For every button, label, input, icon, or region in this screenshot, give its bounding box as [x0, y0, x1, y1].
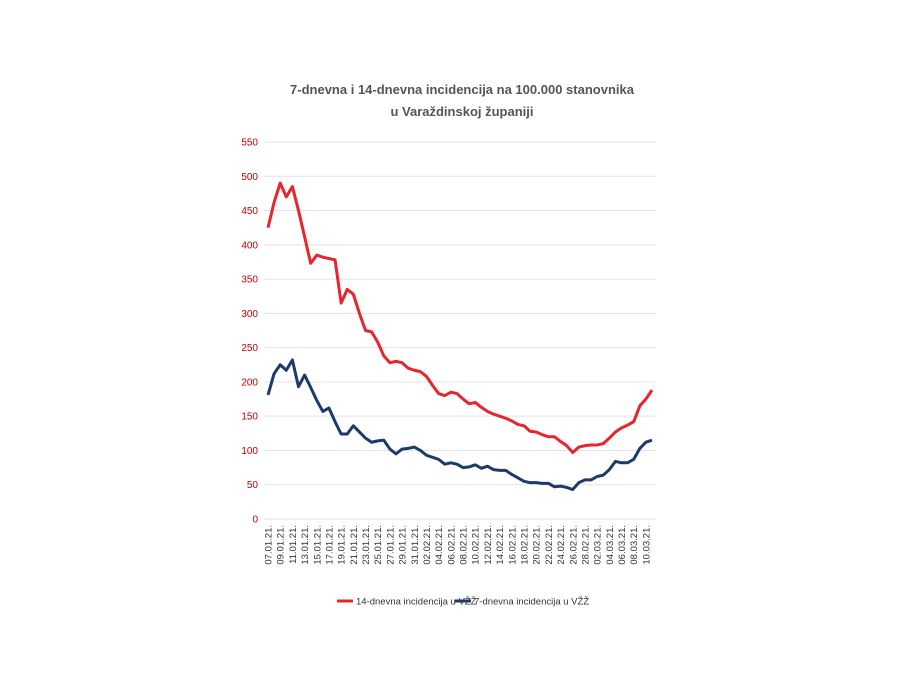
x-tick-label: 14.02.21.	[495, 525, 506, 565]
x-tick-label: 13.01.21.	[300, 525, 311, 565]
x-tick-label: 26.02.21.	[568, 525, 579, 565]
x-tick-label: 10.03.21.	[641, 525, 652, 565]
y-tick-label: 450	[241, 206, 258, 217]
y-tick-label: 500	[241, 172, 258, 183]
x-tick-label: 02.03.21.	[593, 525, 604, 565]
x-tick-label: 18.02.21.	[520, 525, 531, 565]
y-tick-label: 350	[241, 275, 258, 286]
x-tick-label: 24.02.21.	[556, 525, 567, 565]
x-tick-label: 28.02.21.	[580, 525, 591, 565]
x-tick-label: 06.03.21.	[617, 525, 628, 565]
x-tick-label: 08.02.21.	[459, 525, 470, 565]
x-tick-label: 31.01.21.	[410, 525, 421, 565]
series-line	[266, 181, 654, 455]
x-tick-label: 29.01.21.	[398, 525, 409, 565]
x-tick-label: 04.02.21.	[434, 525, 445, 565]
chart-title: u Varaždinskoj županiji	[390, 104, 533, 119]
x-tick-label: 09.01.21.	[276, 525, 287, 565]
x-tick-label: 16.02.21.	[507, 525, 518, 565]
series-line	[266, 358, 653, 492]
x-tick-label: 17.01.21.	[324, 525, 335, 565]
legend-label: 7-dnevna incidencija u VŽŽ	[474, 597, 589, 608]
x-tick-label: 22.02.21.	[544, 525, 555, 565]
chart-title: 7-dnevna i 14-dnevna incidencija na 100.…	[290, 82, 635, 97]
y-tick-label: 0	[252, 515, 258, 526]
x-tick-label: 15.01.21.	[312, 525, 323, 565]
x-tick-label: 12.02.21.	[483, 525, 494, 565]
x-tick-label: 11.01.21.	[288, 525, 299, 564]
x-tick-label: 23.01.21.	[361, 525, 372, 565]
y-tick-label: 150	[241, 412, 258, 423]
x-tick-label: 02.02.21.	[422, 525, 433, 565]
x-tick-label: 25.01.21.	[373, 525, 384, 565]
y-tick-label: 300	[241, 309, 258, 320]
x-tick-label: 10.02.21.	[471, 525, 482, 565]
y-tick-label: 250	[241, 343, 258, 354]
y-tick-label: 550	[241, 138, 258, 149]
y-tick-label: 50	[247, 480, 259, 491]
legend-label: 14-dnevna incidencija u VŽŽ	[356, 597, 477, 608]
x-tick-label: 21.01.21.	[349, 525, 360, 565]
x-tick-label: 04.03.21.	[605, 525, 616, 565]
x-tick-label: 08.03.21.	[629, 525, 640, 565]
x-tick-label: 06.02.21.	[446, 525, 457, 565]
x-tick-label: 19.01.21.	[337, 525, 348, 565]
y-tick-label: 200	[241, 377, 258, 388]
x-tick-label: 27.01.21.	[385, 525, 396, 565]
y-tick-label: 400	[241, 240, 258, 251]
x-tick-label: 20.02.21.	[532, 525, 543, 565]
y-tick-label: 100	[241, 446, 258, 457]
x-tick-label: 07.01.21.	[264, 525, 275, 565]
